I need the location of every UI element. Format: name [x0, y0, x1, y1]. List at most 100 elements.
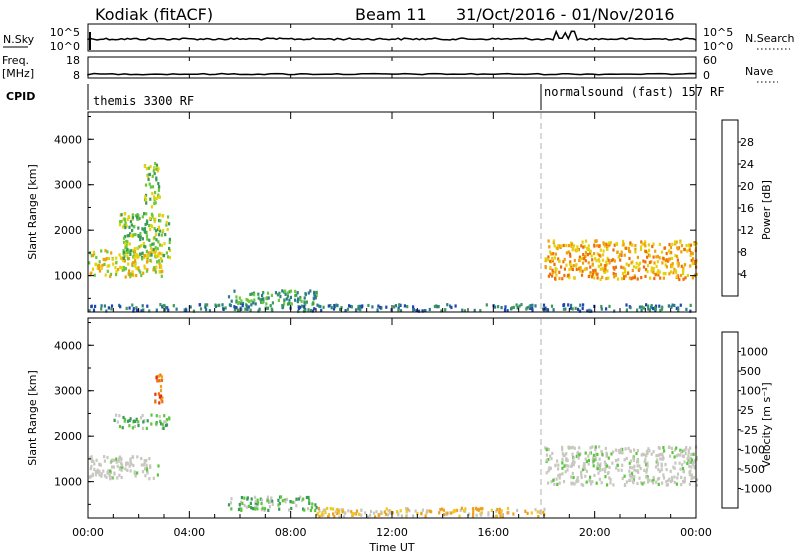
- heatmap-cell: [142, 271, 145, 275]
- heatmap-cell: [683, 479, 686, 483]
- heatmap-cell: [687, 454, 690, 458]
- heatmap-cell: [168, 248, 171, 252]
- heatmap-cell: [573, 482, 576, 486]
- heatmap-cell: [592, 453, 595, 457]
- heatmap-cell: [629, 449, 632, 453]
- heatmap-cell: [285, 497, 288, 501]
- heatmap-cell: [664, 272, 667, 276]
- heatmap-cell: [134, 474, 137, 478]
- heatmap-cell: [692, 460, 695, 464]
- heatmap-cell: [114, 266, 117, 270]
- heatmap-cell: [585, 459, 588, 464]
- heatmap-cell: [332, 512, 335, 516]
- heatmap-cell: [148, 182, 151, 186]
- heatmap-cell: [318, 509, 321, 513]
- heatmap-cell: [603, 270, 606, 274]
- heatmap-cell: [536, 510, 539, 514]
- heatmap-cell: [582, 465, 585, 469]
- heatmap-cell: [593, 252, 596, 256]
- heatmap-cell: [149, 258, 152, 262]
- heatmap-cell: [575, 454, 578, 458]
- heatmap-cell: [588, 308, 591, 312]
- heatmap-cell: [658, 242, 661, 246]
- heatmap-cell: [257, 292, 260, 296]
- heatmap-cell: [498, 507, 501, 511]
- heatmap-cell: [589, 446, 592, 450]
- heatmap-cell: [631, 466, 634, 470]
- heatmap-cell: [552, 252, 555, 256]
- heatmap-cell: [570, 303, 573, 307]
- heatmap-cell: [444, 308, 447, 312]
- heatmap-cell: [424, 514, 427, 518]
- heatmap-cell: [143, 254, 147, 258]
- heatmap-cell: [260, 300, 263, 304]
- heatmap-cell: [129, 249, 132, 253]
- power-colorbar-tick-label: 8: [740, 246, 747, 259]
- heatmap-cell: [254, 302, 257, 306]
- heatmap-cell: [605, 243, 608, 247]
- heatmap-cell: [462, 509, 465, 513]
- heatmap-cell: [120, 219, 123, 224]
- heatmap-cell: [90, 271, 93, 275]
- heatmap-cell: [271, 499, 274, 503]
- heatmap-cell: [555, 268, 558, 272]
- heatmap-cell: [567, 250, 570, 254]
- heatmap-cell: [129, 275, 132, 279]
- heatmap-cell: [693, 464, 696, 468]
- heatmap-cell: [565, 263, 568, 267]
- heatmap-cell: [658, 469, 661, 473]
- heatmap-cell: [601, 452, 604, 457]
- heatmap-cell: [630, 474, 633, 478]
- heatmap-cell: [676, 246, 679, 250]
- power-colorbar-tick-label: 28: [740, 136, 754, 149]
- heatmap-cell: [671, 303, 674, 307]
- heatmap-cell: [240, 508, 243, 512]
- heatmap-cell: [676, 472, 680, 476]
- heatmap-cell: [304, 292, 307, 296]
- heatmap-cell: [635, 265, 638, 270]
- heatmap-cell: [612, 271, 615, 276]
- heatmap-cell: [644, 457, 647, 462]
- heatmap-cell: [671, 478, 674, 483]
- heatmap-cell: [635, 261, 638, 265]
- heatmap-cell: [690, 460, 693, 464]
- heatmap-cell: [421, 508, 424, 512]
- heatmap-cell: [332, 307, 336, 311]
- heatmap-cell: [551, 257, 554, 261]
- heatmap-cell: [589, 251, 592, 255]
- heatmap-cell: [641, 452, 644, 456]
- heatmap-cell: [619, 258, 622, 262]
- heatmap-cell: [589, 475, 592, 479]
- heatmap-cell: [98, 264, 101, 268]
- heatmap-cell: [141, 413, 144, 418]
- heatmap-cell: [449, 304, 452, 308]
- heatmap-cell: [655, 255, 658, 259]
- heatmap-cell: [549, 272, 552, 276]
- heatmap-cell: [460, 506, 463, 510]
- heatmap-cell: [151, 174, 154, 178]
- xtick-label: 20:00: [579, 526, 611, 539]
- heatmap-cell: [245, 304, 248, 308]
- heatmap-cell: [300, 304, 304, 308]
- heatmap-cell: [581, 256, 584, 260]
- heatmap-cell: [576, 450, 580, 455]
- heatmap-cell: [126, 217, 129, 222]
- heatmap-cell: [228, 303, 231, 307]
- heatmap-cell: [149, 165, 152, 169]
- heatmap-cell: [648, 308, 651, 312]
- heatmap-cell: [143, 164, 146, 168]
- heatmap-cell: [680, 483, 683, 487]
- heatmap-cell: [605, 260, 608, 264]
- heatmap-cell: [627, 446, 630, 451]
- freq-trace: [87, 72, 697, 76]
- heatmap-cell: [636, 464, 639, 468]
- heatmap-cell: [579, 269, 582, 273]
- heatmap-cell: [681, 463, 684, 467]
- heatmap-cell: [656, 477, 659, 481]
- heatmap-cell: [296, 300, 299, 304]
- heatmap-cell: [562, 454, 565, 458]
- heatmap-cell: [550, 252, 553, 256]
- heatmap-cell: [297, 497, 300, 501]
- heatmap-cell: [632, 474, 635, 478]
- beam-title: Beam 11: [355, 5, 427, 24]
